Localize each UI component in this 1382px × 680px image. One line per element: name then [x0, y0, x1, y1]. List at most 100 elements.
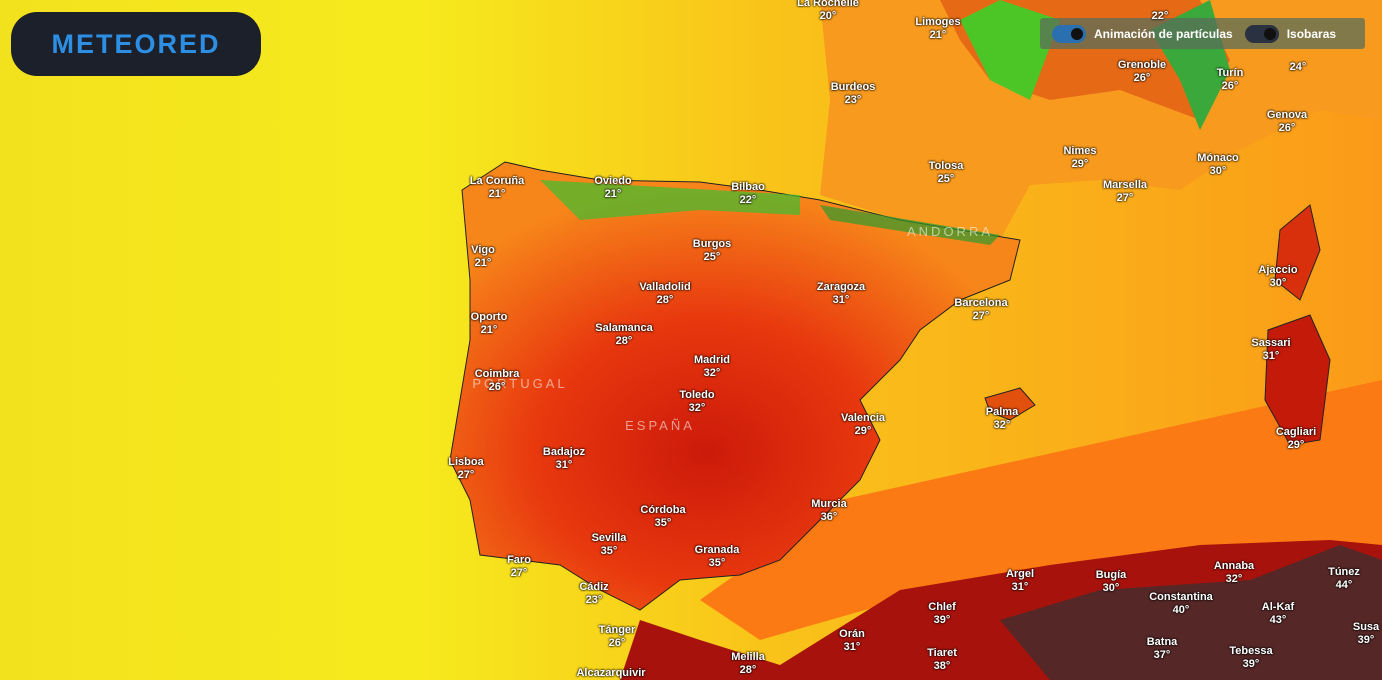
- city-temp: 35°: [600, 545, 618, 557]
- city-name: Constantina: [1149, 591, 1213, 603]
- city-temp: 25°: [703, 251, 721, 263]
- city-name: Coimbra: [474, 368, 520, 380]
- city-label: Bilbao 22°: [731, 181, 765, 207]
- city-name: Burgos: [692, 238, 732, 250]
- city-name: Batna: [1146, 636, 1178, 648]
- city-label: Oporto 21°: [471, 311, 508, 337]
- city-name: Tiaret: [927, 647, 957, 659]
- city-label: Limoges 21°: [915, 16, 960, 42]
- city-label: Susa 39°: [1353, 621, 1379, 647]
- city-temp: 25°: [937, 173, 955, 185]
- city-label: Tolosa 25°: [929, 160, 964, 186]
- city-name: La Rochelle: [797, 0, 859, 9]
- city-label: Vigo 21°: [471, 244, 495, 270]
- city-label: Melilla 28°: [731, 651, 765, 677]
- city-label: 24°: [1290, 61, 1307, 74]
- city-label: La Coruña 21°: [470, 175, 524, 201]
- city-temp: 23°: [844, 94, 862, 106]
- isobars-toggle[interactable]: [1244, 24, 1279, 43]
- city-label: Ajaccio 30°: [1258, 264, 1297, 290]
- city-temp: 27°: [972, 310, 990, 322]
- city-temp: 27°: [457, 469, 475, 481]
- mountains: [960, 0, 1060, 100]
- city-name: Zaragoza: [816, 281, 866, 293]
- city-name: Córdoba: [640, 504, 686, 516]
- city-temp: 27°: [510, 567, 528, 579]
- logo[interactable]: METEORED: [11, 12, 261, 76]
- city-label: Turín 26°: [1217, 67, 1244, 93]
- city-temp: 28°: [739, 664, 757, 676]
- city-temp: 31°: [843, 641, 861, 653]
- city-temp: 31°: [832, 294, 850, 306]
- city-name: Melilla: [731, 651, 765, 663]
- city-label: Madrid 32°: [694, 354, 730, 380]
- city-name: Ajaccio: [1258, 264, 1298, 276]
- city-temp: 32°: [1225, 573, 1243, 585]
- city-label: Constantina 40°: [1149, 591, 1213, 617]
- city-label: Al-Kaf 43°: [1262, 601, 1294, 627]
- city-temp: 23°: [585, 594, 603, 606]
- city-label: Granada 35°: [695, 544, 740, 570]
- city-label: Nimes 29°: [1063, 145, 1096, 171]
- city-name: Nimes: [1063, 145, 1097, 157]
- city-label: Mónaco 30°: [1197, 152, 1239, 178]
- city-temp: 21°: [480, 324, 498, 336]
- city-temp: 44°: [1335, 579, 1353, 591]
- city-name: Valladolid: [639, 281, 691, 293]
- city-temp: 39°: [1357, 634, 1375, 646]
- particles-label[interactable]: Animación de partículas: [1094, 26, 1233, 41]
- city-label: Tebessa 39°: [1229, 645, 1272, 671]
- city-name: Cagliari: [1275, 426, 1317, 438]
- city-temp: 30°: [1209, 165, 1227, 177]
- city-name: Bugía: [1095, 569, 1127, 581]
- city-label: Sevilla 35°: [592, 532, 627, 558]
- city-temp: 22°: [1151, 10, 1169, 22]
- pyrenees: [820, 205, 1000, 245]
- region-label: ANDORRA: [906, 224, 994, 239]
- city-label: Barcelona 27°: [954, 297, 1007, 323]
- city-name: Argel: [1005, 568, 1035, 580]
- city-name: Murcia: [811, 498, 847, 510]
- city-temp: 26°: [1221, 80, 1239, 92]
- city-temp: 37°: [1153, 649, 1171, 661]
- city-label: Argel 31°: [1006, 568, 1034, 594]
- city-temp: 26°: [1278, 122, 1296, 134]
- city-name: Sevilla: [591, 532, 627, 544]
- city-temp: 31°: [555, 459, 573, 471]
- city-temp: 32°: [688, 402, 706, 414]
- city-label: Badajoz 31°: [543, 446, 585, 472]
- controls: Animación de partículas Isobaras: [1040, 18, 1365, 49]
- city-temp: 39°: [933, 614, 951, 626]
- isobars-label[interactable]: Isobaras: [1286, 26, 1337, 41]
- city-name: Tánger: [598, 624, 636, 636]
- city-name: Salamanca: [595, 322, 653, 334]
- city-label: Oviedo 21°: [594, 175, 631, 201]
- cantabrian-range: [540, 180, 800, 220]
- city-temp: 26°: [488, 381, 506, 393]
- city-temp: 39°: [1242, 658, 1260, 670]
- city-temp: 36°: [820, 511, 838, 523]
- city-name: Turín: [1216, 67, 1244, 79]
- city-label: Batna 37°: [1147, 636, 1178, 662]
- city-label: Palma 32°: [986, 406, 1018, 432]
- city-name: Palma: [985, 406, 1019, 418]
- city-temp: 32°: [993, 419, 1011, 431]
- city-name: Mónaco: [1197, 152, 1239, 164]
- city-label: Sassari 31°: [1251, 337, 1290, 363]
- city-name: La Coruña: [469, 175, 525, 187]
- city-label: Alcazarquivir: [576, 667, 645, 680]
- city-name: Orán: [839, 628, 865, 640]
- city-name: Lisboa: [448, 456, 484, 468]
- city-temp: 29°: [1287, 439, 1305, 451]
- city-label: Valladolid 28°: [639, 281, 690, 307]
- city-temp: 43°: [1269, 614, 1287, 626]
- city-temp: 31°: [1011, 581, 1029, 593]
- city-label: Cádiz 23°: [579, 581, 608, 607]
- city-temp: 21°: [474, 257, 492, 269]
- city-name: Susa: [1352, 621, 1380, 633]
- particles-toggle[interactable]: [1052, 24, 1086, 43]
- city-temp: 21°: [604, 188, 622, 200]
- city-label: Burgos 25°: [693, 238, 732, 264]
